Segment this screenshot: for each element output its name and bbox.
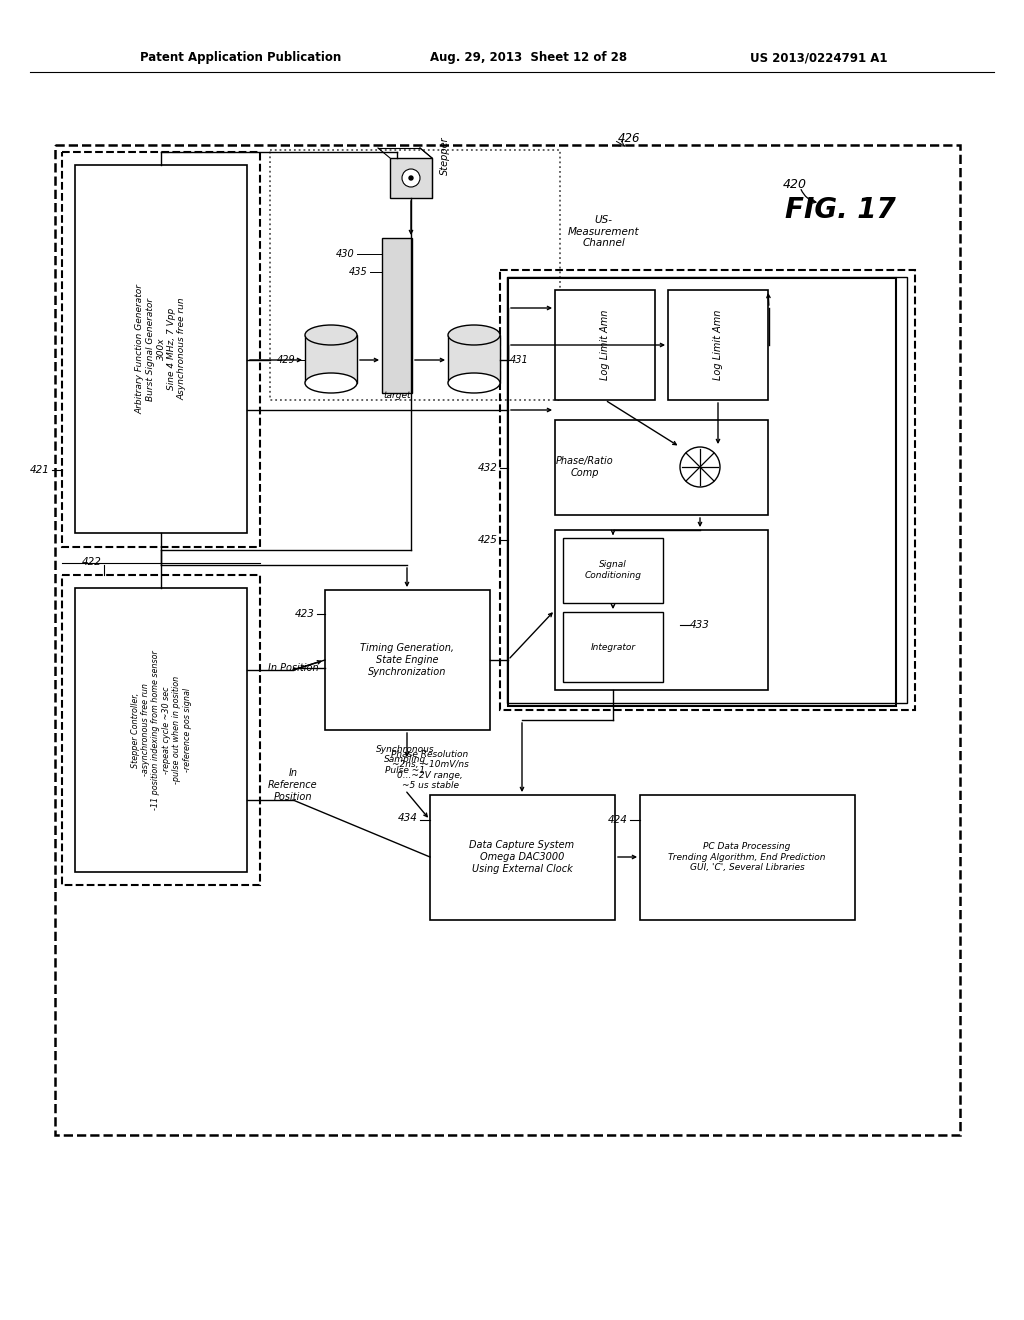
- Bar: [507, 277, 907, 704]
- Text: 422: 422: [82, 557, 102, 568]
- Text: 426: 426: [618, 132, 640, 144]
- Text: Stepper Controller,
-asynchronous free run
-11 position indexing from home senso: Stepper Controller, -asynchronous free r…: [130, 651, 191, 810]
- Text: US-
Measurement
Channel: US- Measurement Channel: [568, 215, 640, 248]
- Text: Log Limit Amn: Log Limit Amn: [600, 310, 610, 380]
- Circle shape: [680, 447, 720, 487]
- Circle shape: [402, 169, 420, 187]
- Bar: [500, 271, 915, 710]
- Text: target: target: [383, 391, 411, 400]
- Text: 434: 434: [398, 813, 418, 822]
- Text: US 2013/0224791 A1: US 2013/0224791 A1: [750, 51, 888, 65]
- Circle shape: [409, 176, 413, 180]
- Text: Log Limit Amn: Log Limit Amn: [713, 310, 723, 380]
- Text: 429: 429: [278, 355, 296, 366]
- Text: 435: 435: [349, 267, 368, 277]
- Bar: [555, 290, 655, 400]
- Text: Stepper: Stepper: [440, 136, 450, 176]
- Bar: [390, 158, 432, 198]
- Bar: [382, 238, 412, 393]
- Text: Timing Generation,
State Engine
Synchronization: Timing Generation, State Engine Synchron…: [360, 643, 454, 677]
- Bar: [555, 531, 768, 690]
- Ellipse shape: [449, 374, 500, 393]
- Bar: [305, 335, 357, 383]
- Text: 430: 430: [336, 249, 355, 259]
- Text: In
Reference
Position: In Reference Position: [268, 768, 317, 801]
- Text: PC Data Processing
Trending Algorithm, End Prediction
GUI, 'C', Several Librarie: PC Data Processing Trending Algorithm, E…: [669, 842, 825, 873]
- Text: Phase/Ratio
Comp: Phase/Ratio Comp: [556, 457, 613, 478]
- Text: 431: 431: [510, 355, 528, 366]
- Bar: [668, 290, 768, 400]
- Bar: [75, 165, 247, 533]
- Text: 423: 423: [295, 609, 315, 619]
- Text: 421: 421: [30, 465, 50, 475]
- Bar: [430, 795, 615, 920]
- Text: Phase Resolution
~2ns, ~10mV/ns
0...~2V range,
~5 us stable: Phase Resolution ~2ns, ~10mV/ns 0...~2V …: [391, 750, 469, 791]
- Bar: [325, 590, 490, 730]
- Text: FIG. 17: FIG. 17: [784, 195, 895, 224]
- Text: Synchronous
Sampling
Pulse ~1: Synchronous Sampling Pulse ~1: [376, 744, 434, 775]
- Ellipse shape: [305, 325, 357, 345]
- Text: Signal
Conditioning: Signal Conditioning: [585, 560, 641, 579]
- Text: 432: 432: [478, 463, 498, 473]
- Text: 420: 420: [783, 178, 807, 191]
- Text: 425: 425: [478, 535, 498, 545]
- Text: Arbitrary Function Generator
Burst Signal Generator
300x
Sine 4 MHz, 7 Vpp
Async: Arbitrary Function Generator Burst Signa…: [136, 284, 186, 414]
- Bar: [62, 152, 260, 546]
- Ellipse shape: [449, 325, 500, 345]
- Bar: [563, 612, 663, 682]
- Text: 433: 433: [690, 620, 710, 630]
- Text: Integrator: Integrator: [591, 643, 636, 652]
- Bar: [508, 279, 896, 706]
- Bar: [55, 145, 961, 1135]
- Bar: [640, 795, 855, 920]
- Text: Aug. 29, 2013  Sheet 12 of 28: Aug. 29, 2013 Sheet 12 of 28: [430, 51, 627, 65]
- Bar: [62, 576, 260, 884]
- Text: 424: 424: [608, 814, 628, 825]
- Ellipse shape: [305, 374, 357, 393]
- Bar: [270, 150, 560, 400]
- Bar: [555, 420, 768, 515]
- Text: Data Capture System
Omega DAC3000
Using External Clock: Data Capture System Omega DAC3000 Using …: [469, 841, 574, 874]
- Text: In Position: In Position: [267, 663, 318, 673]
- Bar: [563, 539, 663, 603]
- Text: Patent Application Publication: Patent Application Publication: [140, 51, 341, 65]
- Bar: [449, 335, 500, 383]
- Bar: [75, 587, 247, 873]
